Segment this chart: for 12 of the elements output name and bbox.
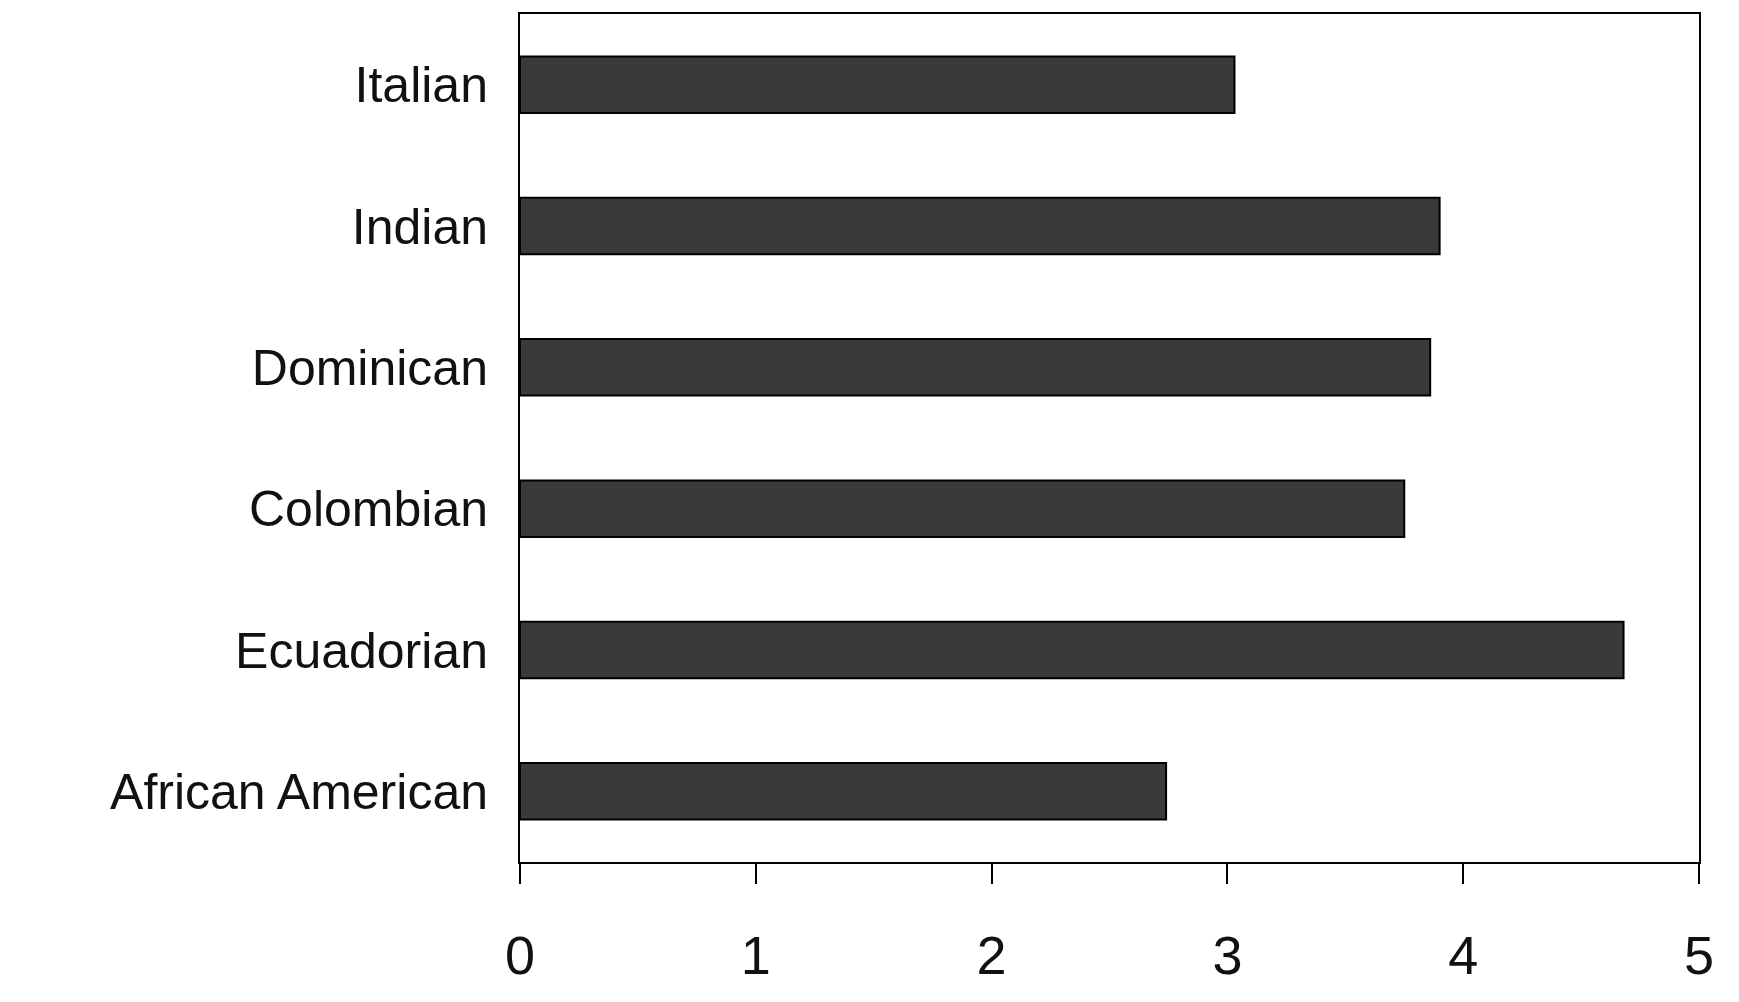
x-tick-label: 3 [1212, 924, 1243, 985]
y-tick-label: Ecuadorian [235, 622, 488, 679]
x-tick-label: 0 [504, 924, 536, 985]
x-tick-label: 4 [1448, 924, 1479, 985]
y-tick-label: Dominican [251, 339, 488, 396]
y-tick-label: Colombian [248, 481, 488, 538]
x-tick-label: 5 [1683, 924, 1715, 985]
x-tick-label: 2 [976, 924, 1007, 985]
y-tick-label: Italian [354, 57, 488, 114]
y-tick-label: Indian [351, 198, 488, 255]
x-tick-label: 1 [740, 924, 771, 985]
y-tick-label: African American [110, 763, 488, 820]
